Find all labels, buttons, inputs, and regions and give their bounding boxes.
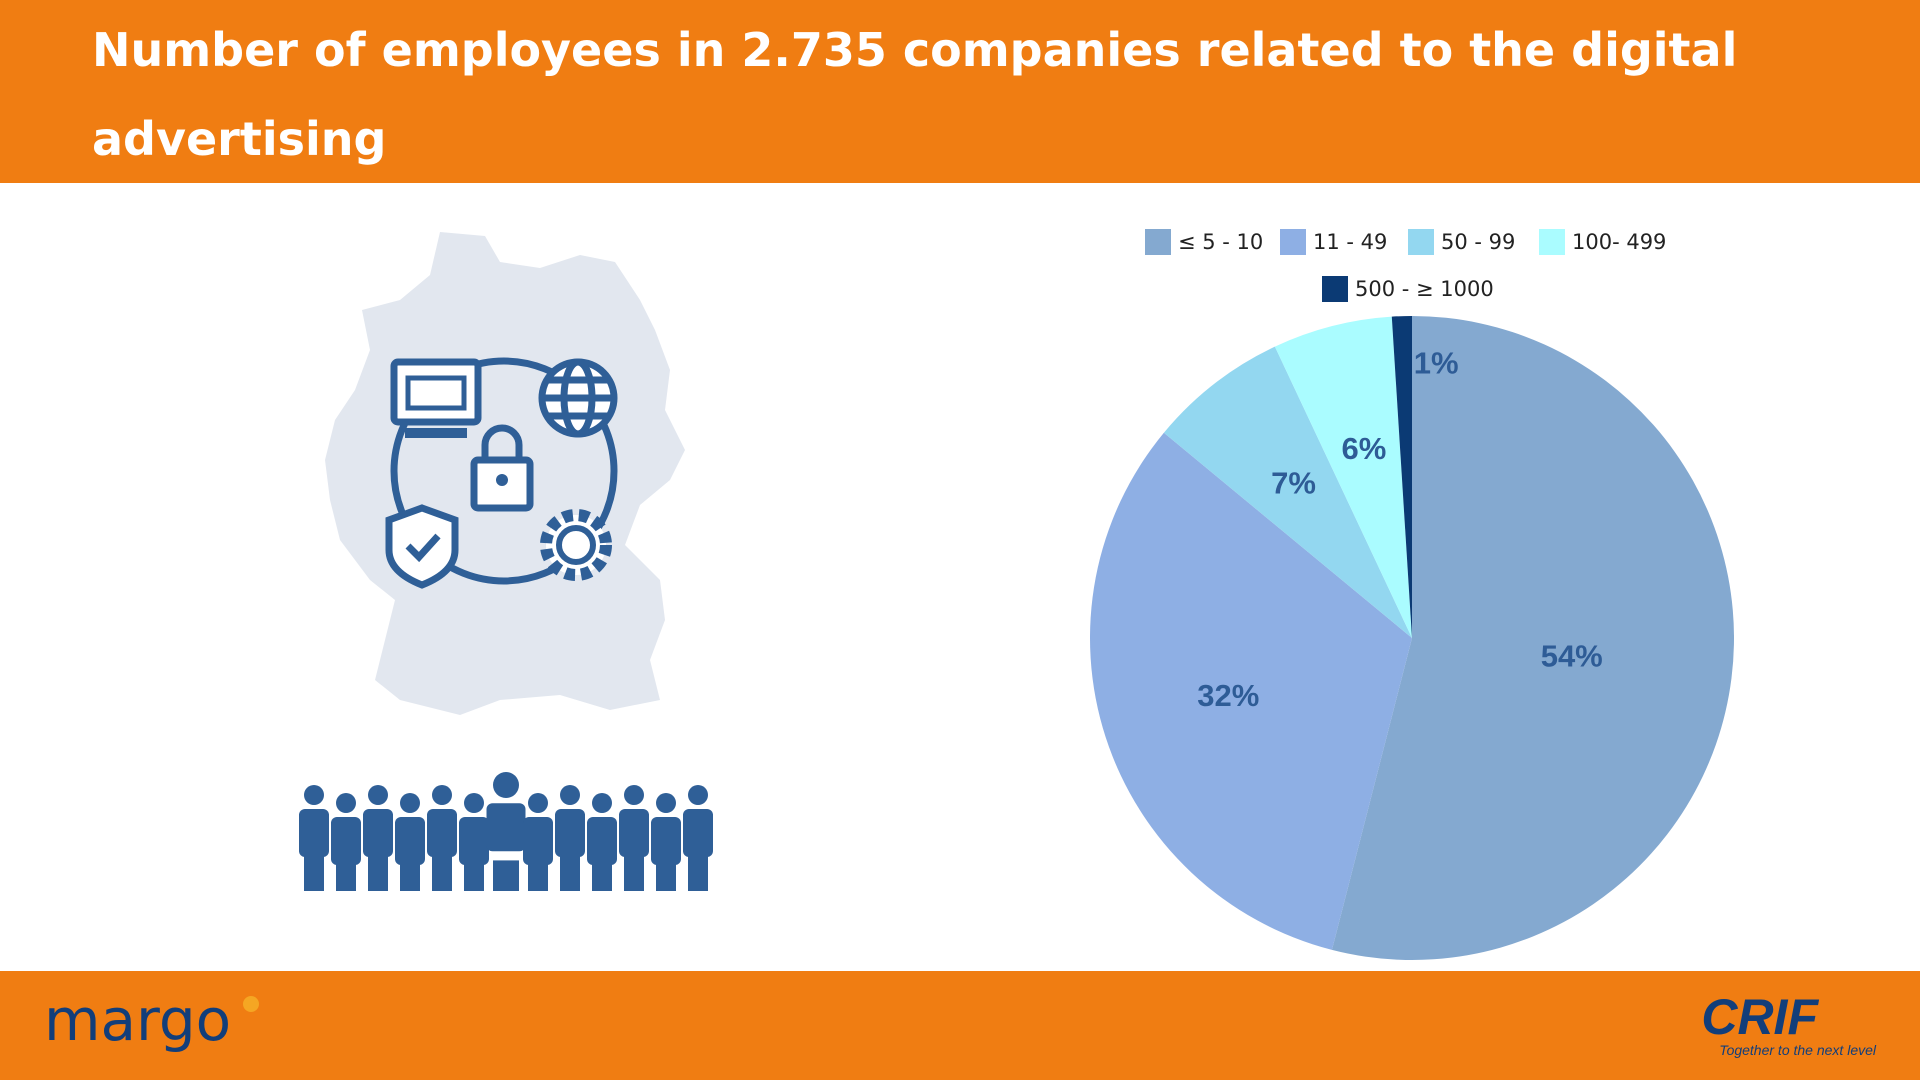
person-head	[656, 793, 676, 813]
shield-check	[405, 533, 441, 563]
person-body	[555, 809, 585, 857]
person-head	[528, 793, 548, 813]
monitor-screen	[405, 375, 467, 411]
data-label: 6%	[1342, 431, 1387, 466]
title-line: Number of employees in 2.735 companies r…	[92, 23, 1737, 77]
data-label: 54%	[1541, 638, 1603, 673]
lock-hole	[496, 474, 508, 486]
person-legs	[493, 860, 519, 891]
person-legs	[688, 853, 708, 891]
logo-dot	[243, 996, 259, 1012]
person-body	[331, 817, 361, 865]
illustration	[299, 232, 713, 891]
data-label: 1%	[1414, 346, 1459, 381]
pie-slice	[1274, 316, 1412, 638]
person-head	[624, 785, 644, 805]
person-head	[432, 785, 452, 805]
monitor-base	[405, 428, 467, 438]
person-legs	[400, 861, 420, 891]
legend-label: 100- 499	[1572, 230, 1666, 254]
person-body	[363, 809, 393, 857]
legend-label: 11 - 49	[1313, 230, 1387, 254]
pie-chart: ≤ 5 - 10 11 - 49 50 - 99 100- 499 500 - ≥ 10…	[1090, 229, 1734, 960]
person-legs	[560, 853, 580, 891]
people-icon	[299, 772, 713, 891]
person-head	[336, 793, 356, 813]
person-legs	[336, 861, 356, 891]
person-legs	[528, 861, 548, 891]
crif-logo: CRIF	[1701, 989, 1819, 1045]
person-body	[459, 817, 489, 865]
person-legs	[656, 861, 676, 891]
legend-swatch	[1280, 229, 1306, 255]
legend-swatch	[1322, 276, 1348, 302]
pie-slice	[1331, 316, 1734, 960]
legend-label: ≤ 5 - 10	[1178, 230, 1263, 254]
person-legs	[304, 853, 324, 891]
data-label: 7%	[1271, 466, 1316, 501]
globe-lines	[542, 376, 614, 420]
pie-slice	[1090, 432, 1412, 950]
header-band	[0, 0, 1920, 183]
person-legs	[464, 861, 484, 891]
person-body	[395, 817, 425, 865]
person-head	[592, 793, 612, 813]
person-head	[464, 793, 484, 813]
person-body	[619, 809, 649, 857]
title-line: advertising	[92, 112, 386, 166]
person-legs	[592, 861, 612, 891]
person-body	[427, 809, 457, 857]
legend-label: 500 - ≥ 1000	[1355, 277, 1494, 301]
tagline: Together to the next level	[1719, 1042, 1877, 1058]
person-head	[400, 793, 420, 813]
person-body	[299, 809, 329, 857]
gear-hub	[556, 525, 596, 565]
margo-logo: margo	[44, 986, 231, 1054]
person-legs	[624, 853, 644, 891]
person-legs	[368, 853, 388, 891]
footer-band	[0, 971, 1920, 1080]
legend-swatch	[1539, 229, 1565, 255]
person-body	[523, 817, 553, 865]
person-head	[304, 785, 324, 805]
person-head	[368, 785, 388, 805]
person-head	[560, 785, 580, 805]
person-head	[688, 785, 708, 805]
person-body	[587, 817, 617, 865]
pie-slice	[1391, 316, 1412, 638]
legend-swatch	[1145, 229, 1171, 255]
person-head	[493, 772, 519, 798]
legend-label: 50 - 99	[1441, 230, 1515, 254]
person-body	[683, 809, 713, 857]
lock-shackle	[481, 424, 523, 460]
person-body	[486, 803, 526, 852]
person-body	[651, 817, 681, 865]
shield-icon	[385, 504, 459, 589]
icon-ring	[390, 357, 618, 585]
title: Number of employees in 2.735 companies r…	[92, 23, 1753, 166]
person-legs	[432, 853, 452, 891]
data-label: 32%	[1197, 678, 1259, 713]
legend-swatch	[1408, 229, 1434, 255]
pie-slice	[1163, 346, 1412, 638]
